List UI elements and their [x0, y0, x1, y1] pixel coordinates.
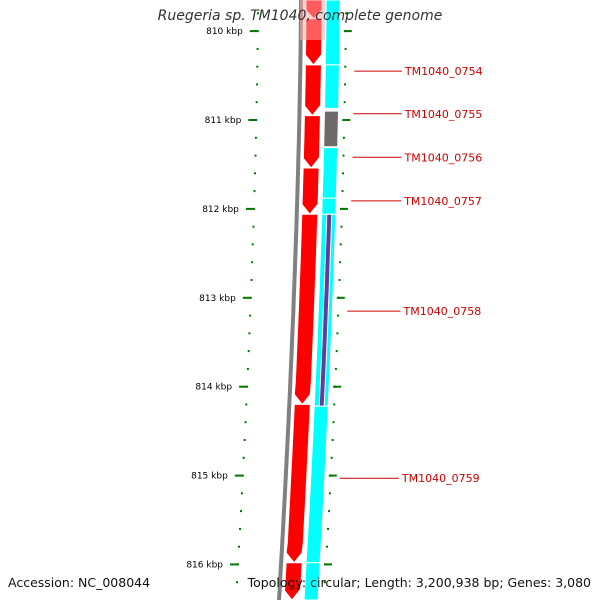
forward-cds-4: [302, 115, 321, 169]
gene-label: TM1040_0754: [404, 65, 483, 78]
minor-tick: [247, 350, 250, 353]
major-tick: [234, 474, 243, 477]
reverse-cds-2: [324, 64, 340, 109]
minor-tick: [339, 261, 342, 264]
minor-tick: [245, 403, 248, 406]
minor-tick: [331, 439, 334, 441]
forward-cds-7: [285, 403, 311, 564]
minor-tick: [249, 314, 252, 317]
minor-tick: [345, 12, 347, 15]
major-tick: [242, 296, 251, 299]
minor-tick: [343, 101, 346, 104]
major-tick: [339, 207, 348, 210]
gene-label: TM1040_0756: [404, 151, 483, 164]
minor-tick: [243, 439, 246, 441]
forward-cds-8: [283, 562, 303, 600]
major-tick: [245, 207, 254, 210]
minor-tick: [332, 421, 335, 424]
gene-label: TM1040_0759: [401, 472, 480, 485]
tick-label: 813 kbp: [199, 294, 236, 304]
minor-tick: [334, 367, 337, 370]
minor-tick: [254, 172, 256, 175]
minor-tick: [255, 101, 258, 104]
major-tick: [336, 296, 345, 299]
minor-tick: [242, 456, 245, 459]
minor-tick: [240, 510, 242, 513]
minor-tick: [246, 367, 249, 370]
forward-cds-6: [293, 213, 319, 406]
minor-tick: [340, 225, 343, 228]
minor-tick: [256, 83, 258, 86]
minor-tick: [253, 190, 256, 193]
minor-tick: [341, 190, 344, 193]
minor-tick: [344, 47, 347, 50]
backbone-line: [277, 0, 303, 600]
tick-label: 816 kbp: [186, 560, 223, 570]
tick-label: 812 kbp: [202, 205, 239, 215]
minor-tick: [342, 154, 345, 157]
genome-title: Ruegeria sp. TM1040, complete genome: [157, 8, 443, 24]
minor-tick: [333, 403, 336, 406]
minor-tick: [338, 279, 341, 281]
minor-tick: [328, 492, 331, 495]
minor-tick: [326, 545, 328, 548]
tick-label: 814 kbp: [195, 383, 232, 393]
major-tick: [239, 385, 248, 388]
major-tick: [342, 119, 351, 121]
minor-tick: [248, 332, 251, 335]
gene-label: TM1040_0758: [403, 305, 482, 318]
major-tick: [343, 30, 352, 33]
reverse-cds-4: [321, 147, 339, 199]
major-tick: [248, 119, 257, 121]
minor-tick: [336, 332, 339, 335]
title-highlight: [300, 0, 328, 40]
tick-label: 811 kbp: [205, 116, 242, 126]
minor-tick: [327, 527, 329, 530]
minor-tick: [257, 12, 259, 15]
minor-tick: [342, 136, 345, 139]
minor-tick: [252, 225, 255, 228]
tick-label: 810 kbp: [206, 27, 243, 37]
minor-tick: [256, 47, 259, 50]
minor-tick: [344, 83, 346, 86]
minor-tick: [254, 136, 257, 139]
minor-tick: [256, 65, 259, 68]
minor-tick: [238, 545, 240, 548]
minor-tick: [250, 279, 253, 281]
minor-tick: [344, 65, 347, 68]
minor-tick: [342, 172, 344, 175]
genome-summary-text: Topology: circular; Length: 3,200,938 bp…: [247, 575, 591, 590]
minor-tick: [236, 581, 238, 584]
minor-tick: [251, 261, 254, 264]
major-tick: [333, 385, 342, 388]
tick-label: 815 kbp: [191, 472, 228, 482]
minor-tick: [330, 456, 333, 459]
major-tick: [249, 30, 258, 33]
minor-tick: [240, 492, 243, 495]
gene-label: TM1040_0757: [403, 195, 482, 208]
reverse-cds-5: [321, 197, 337, 215]
minor-tick: [324, 581, 326, 584]
minor-tick: [339, 243, 342, 246]
major-tick: [328, 474, 337, 477]
major-tick: [324, 563, 332, 566]
minor-tick: [254, 154, 257, 157]
gene-label: TM1040_0755: [404, 108, 483, 121]
forward-cds-3: [303, 64, 322, 117]
minor-tick: [251, 243, 254, 246]
accession-text: Accession: NC_008044: [8, 575, 151, 590]
reverse-cds-9: [303, 562, 321, 600]
minor-tick: [335, 350, 338, 353]
minor-tick: [328, 510, 330, 513]
forward-cds-5: [301, 167, 320, 216]
minor-tick: [244, 421, 247, 424]
minor-tick: [239, 527, 241, 530]
major-tick: [230, 563, 238, 566]
reverse-cds-3: [323, 110, 340, 148]
minor-tick: [337, 314, 340, 317]
